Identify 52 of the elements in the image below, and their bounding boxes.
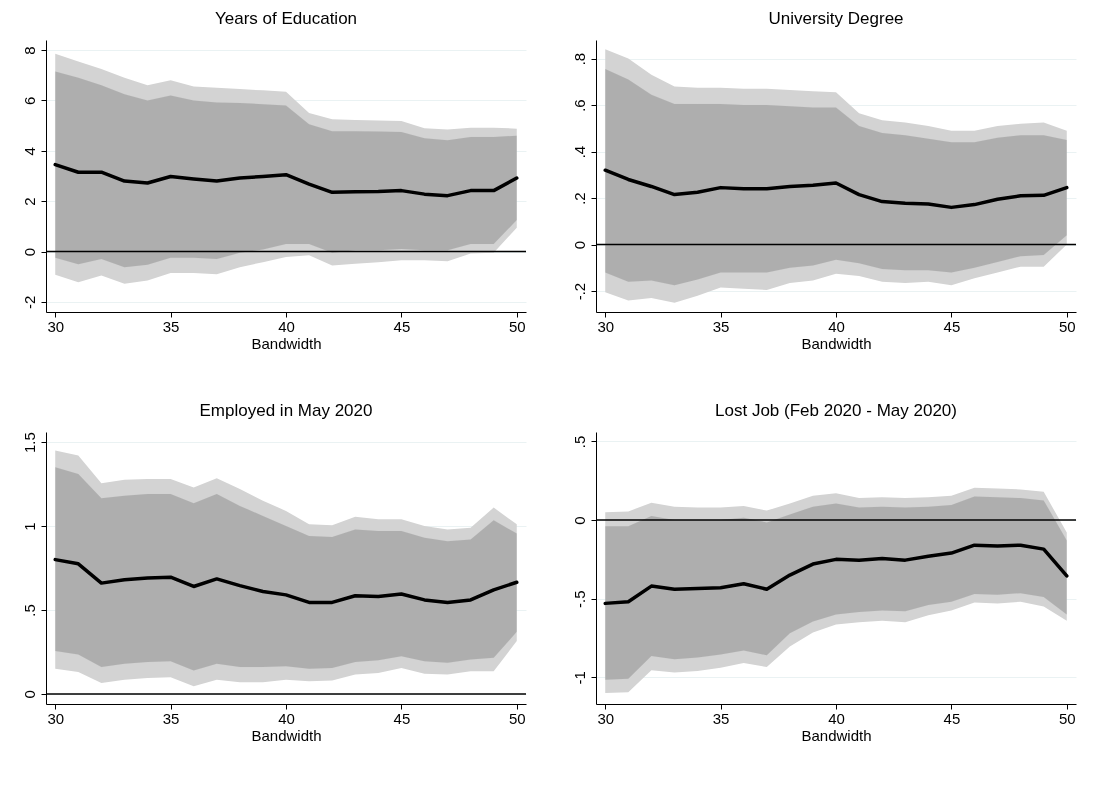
y-tick-label: .5 — [20, 604, 38, 617]
y-tick-label: 1.5 — [20, 432, 38, 453]
x-axis-title: Bandwidth — [251, 334, 322, 352]
line-series — [603, 168, 1069, 210]
line-series — [603, 543, 1069, 606]
x-axis-title: Bandwidth — [251, 726, 322, 744]
y-tick-label: -.2 — [570, 282, 588, 301]
y-tick-label: 4 — [20, 147, 38, 156]
chart-title: Employed in May 2020 — [199, 400, 373, 420]
y-tick-label: 0 — [570, 240, 588, 250]
x-tick-label: 30 — [597, 317, 615, 335]
x-tick-label: 30 — [597, 709, 615, 727]
x-tick-label: 45 — [943, 709, 961, 727]
y-tick-label: .4 — [570, 145, 588, 159]
chart-title: Years of Education — [214, 9, 358, 28]
x-tick-label: 50 — [508, 709, 526, 727]
y-tick-label: 0 — [20, 247, 38, 257]
y-tick-label: -.5 — [570, 590, 588, 608]
x-tick-label: 35 — [712, 709, 730, 727]
x-tick-label: 40 — [278, 709, 295, 727]
x-tick-label: 35 — [162, 709, 180, 727]
x-tick-label: 40 — [278, 317, 295, 335]
y-tick-label: -1 — [570, 671, 588, 685]
line-series — [53, 557, 519, 605]
x-tick-label: 40 — [828, 317, 845, 335]
y-tick-label: .5 — [570, 435, 588, 449]
x-axis-title: Bandwidth — [801, 334, 872, 352]
y-tick-label: .8 — [570, 52, 588, 66]
x-tick-label: 30 — [47, 709, 65, 727]
x-tick-label: 30 — [47, 317, 65, 335]
x-tick-label: 50 — [508, 317, 526, 335]
x-tick-label: 40 — [828, 709, 845, 727]
y-tick-label: .2 — [570, 192, 588, 205]
y-tick-label: -2 — [20, 295, 38, 310]
x-tick-label: 50 — [1058, 317, 1076, 335]
x-tick-label: 35 — [162, 317, 180, 335]
x-tick-label: 35 — [712, 317, 730, 335]
y-tick-label: 1 — [20, 522, 38, 531]
y-tick-label: 6 — [20, 96, 38, 106]
y-tick-label: 0 — [20, 690, 38, 699]
x-tick-label: 45 — [393, 317, 411, 335]
chart-title: Lost Job (Feb 2020 - May 2020) — [715, 401, 957, 420]
chart-title: University Degree — [768, 9, 904, 28]
y-tick-label: 8 — [20, 46, 38, 55]
x-tick-label: 50 — [1058, 709, 1076, 727]
y-tick-label: 0 — [570, 516, 588, 525]
y-tick-label: 2 — [20, 197, 38, 206]
y-tick-label: .6 — [570, 99, 588, 112]
x-tick-label: 45 — [393, 709, 411, 727]
line-series — [53, 162, 519, 198]
x-tick-label: 45 — [943, 317, 961, 335]
x-axis-title: Bandwidth — [801, 726, 872, 744]
